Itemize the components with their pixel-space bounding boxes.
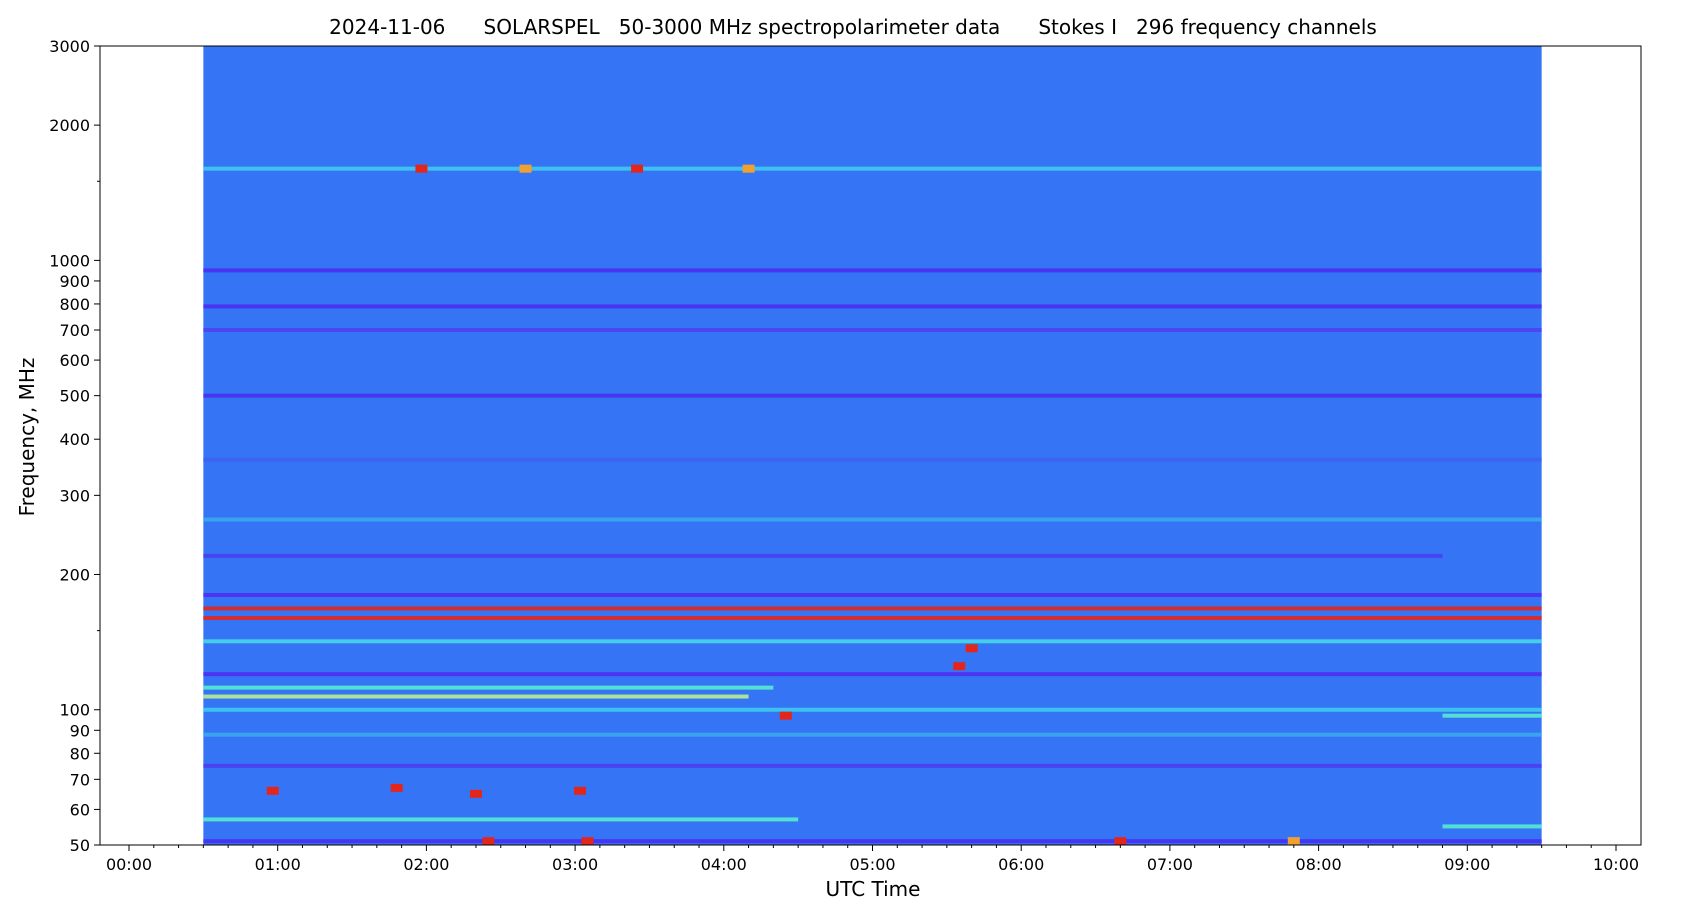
burst-mark xyxy=(574,786,587,795)
x-tick-label: 07:00 xyxy=(1147,855,1193,874)
burst-mark xyxy=(631,164,644,173)
axes: 00:00 01:00 02:00 03:00 04:00 05:00 06:00 07:00… xyxy=(49,37,1642,874)
frequency-band xyxy=(203,732,1542,737)
frequency-band xyxy=(203,327,1542,332)
frequency-band xyxy=(203,616,1542,621)
plot-area xyxy=(203,46,1542,846)
y-tick-label: 60 xyxy=(70,800,90,819)
burst-mark xyxy=(390,783,403,792)
y-axis-title: Frequency, MHz xyxy=(15,358,39,517)
burst-mark xyxy=(266,786,279,795)
burst-mark xyxy=(415,164,428,173)
x-tick-label: 02:00 xyxy=(403,855,449,874)
y-tick-label: 2000 xyxy=(49,116,90,135)
y-tick-label: 800 xyxy=(59,295,90,314)
x-tick-label: 09:00 xyxy=(1444,855,1490,874)
x-tick-label: 00:00 xyxy=(106,855,152,874)
frequency-band xyxy=(203,685,774,690)
plot-frame xyxy=(99,45,1642,846)
x-tick-label: 05:00 xyxy=(849,855,895,874)
burst-mark xyxy=(1114,837,1127,846)
frequency-band xyxy=(203,393,1542,398)
y-tick-label: 90 xyxy=(70,721,90,740)
y-tick-label: 100 xyxy=(59,701,90,720)
y-tick-label: 200 xyxy=(59,565,90,584)
frequency-band xyxy=(203,166,1542,171)
y-tick-label: 300 xyxy=(59,486,90,505)
frequency-band xyxy=(203,839,1542,844)
frequency-band xyxy=(203,817,799,822)
frequency-band xyxy=(203,672,1542,677)
y-tick-label: 600 xyxy=(59,351,90,370)
burst-mark xyxy=(742,164,755,173)
y-tick-label: 500 xyxy=(59,387,90,406)
frequency-band xyxy=(203,517,1542,522)
burst-mark xyxy=(482,837,495,846)
y-tick-label: 3000 xyxy=(49,37,90,56)
burst-mark xyxy=(519,164,532,173)
frequency-band xyxy=(203,304,1542,309)
frequency-band xyxy=(1442,824,1542,829)
x-tick-label: 10:00 xyxy=(1593,855,1639,874)
x-tick-label: 03:00 xyxy=(552,855,598,874)
frequency-band xyxy=(203,707,1542,712)
frequency-band xyxy=(203,268,1542,273)
burst-mark xyxy=(953,662,966,671)
spectrogram-data-region xyxy=(203,46,1542,845)
burst-mark xyxy=(965,644,978,653)
x-tick-label: 01:00 xyxy=(255,855,301,874)
burst-mark xyxy=(469,789,482,798)
x-tick-label: 06:00 xyxy=(998,855,1044,874)
y-tick-label: 70 xyxy=(70,770,90,789)
frequency-band xyxy=(203,763,1542,768)
frequency-band xyxy=(203,593,1542,598)
y-tick-label: 900 xyxy=(59,272,90,291)
x-tick-label: 08:00 xyxy=(1296,855,1342,874)
x-tick-label: 04:00 xyxy=(701,855,747,874)
y-tick-label: 80 xyxy=(70,744,90,763)
y-tick-label: 1000 xyxy=(49,251,90,270)
frequency-band xyxy=(203,606,1542,611)
frequency-band xyxy=(203,457,1542,462)
x-axis-title: UTC Time xyxy=(826,877,921,901)
burst-mark xyxy=(1287,837,1300,846)
burst-mark xyxy=(581,837,594,846)
frequency-band xyxy=(203,553,1443,558)
burst-mark xyxy=(779,711,792,720)
chart-title: 2024-11-06 SOLARSPEL 50-3000 MHz spectro… xyxy=(329,15,1377,39)
frequency-band xyxy=(203,639,1542,644)
y-tick-label: 700 xyxy=(59,321,90,340)
y-tick-label: 400 xyxy=(59,430,90,449)
frequency-band xyxy=(203,694,749,699)
frequency-band xyxy=(1442,713,1542,718)
y-tick-label: 50 xyxy=(70,836,90,855)
